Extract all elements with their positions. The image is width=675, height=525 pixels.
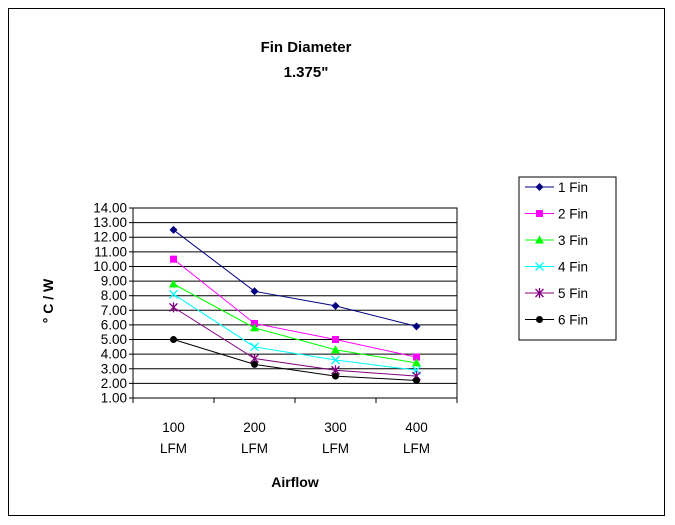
data-point (169, 289, 178, 299)
y-tick-label: 10.00 (93, 259, 127, 274)
line-chart: Fin Diameter 1.375" 14.0013.0012.0011.00… (40, 39, 617, 490)
x-tick-label: 100 (162, 420, 185, 435)
series-5 (169, 302, 421, 382)
data-point (413, 376, 420, 384)
legend-marker (535, 288, 544, 298)
chart-title-line-2: 1.375" (284, 64, 329, 81)
legend-marker (536, 316, 543, 323)
data-point (170, 255, 177, 263)
chart-title-line-1: Fin Diameter (261, 39, 352, 56)
data-point (412, 358, 421, 367)
legend-marker (535, 262, 544, 271)
y-axis-title: ° C / W (40, 278, 56, 323)
data-point (331, 301, 340, 310)
x-axis-ticks: 100 LFM 200 LFM 300 LFM 400 LFM (132, 398, 458, 456)
y-tick-label: 2.00 (101, 376, 127, 391)
data-point (331, 355, 340, 365)
series-line (173, 339, 417, 381)
y-tick-label: 4.00 (101, 347, 127, 362)
y-tick-label: 12.00 (93, 230, 127, 245)
legend-item: 6 Fin (525, 313, 588, 328)
data-point (413, 353, 420, 361)
y-tick-label: 11.00 (94, 244, 127, 259)
data-point (169, 225, 178, 234)
x-tick-label: LFM (241, 441, 268, 456)
series-2 (170, 255, 420, 361)
y-tick-label: 3.00 (101, 361, 127, 376)
series-3 (169, 279, 421, 367)
data-point (332, 372, 339, 380)
y-tick-label: 5.00 (101, 332, 127, 347)
series-line (173, 258, 417, 358)
x-tick-label: LFM (322, 441, 349, 456)
y-tick-label: 8.00 (101, 288, 127, 303)
legend-item: 1 Fin (525, 180, 588, 195)
y-tick-label: 6.00 (101, 317, 127, 332)
legend-marker (535, 235, 544, 244)
legend-item: 2 Fin (525, 207, 588, 222)
legend-entries: 1 Fin 2 Fin 3 Fin 4 Fin 5 Fin 6 Fin (525, 180, 588, 328)
data-point (331, 345, 340, 354)
legend-item: 3 Fin (525, 233, 588, 248)
y-tick-label: 9.00 (101, 274, 127, 289)
x-tick-label: 400 (405, 420, 428, 435)
y-axis-ticks: 14.0013.0012.0011.0010.009.008.007.006.0… (93, 201, 133, 406)
series-6 (170, 336, 420, 384)
y-tick-label: 13.00 (93, 215, 127, 230)
data-point (250, 287, 259, 296)
data-point (169, 279, 178, 288)
legend-label: 1 Fin (558, 180, 588, 195)
data-point (169, 302, 178, 313)
legend-label: 6 Fin (558, 313, 588, 328)
data-point (251, 360, 258, 368)
series-lines (169, 225, 421, 384)
x-tick-label: LFM (403, 441, 430, 456)
series-line (173, 283, 417, 364)
legend-label: 5 Fin (558, 286, 588, 301)
x-tick-label: LFM (160, 441, 187, 456)
y-tick-label: 14.00 (93, 201, 127, 216)
series-line (173, 306, 417, 377)
legend-marker (536, 210, 543, 217)
y-tick-label: 7.00 (101, 303, 127, 318)
legend: 1 Fin 2 Fin 3 Fin 4 Fin 5 Fin 6 Fin (518, 176, 617, 341)
data-point (250, 323, 259, 332)
data-point (332, 336, 339, 344)
data-point (170, 336, 177, 344)
series-line (173, 229, 417, 327)
y-tick-label: 1.00 (101, 391, 127, 406)
x-tick-label: 300 (324, 420, 347, 435)
x-tick-label: 200 (243, 420, 266, 435)
legend-marker (535, 183, 544, 191)
legend-label: 4 Fin (558, 260, 588, 275)
legend-box (518, 176, 617, 341)
chart-area: Fin Diameter 1.375" 14.00 13.00 12.00 11.00… (8, 8, 665, 516)
legend-label: 2 Fin (558, 207, 588, 222)
legend-label: 3 Fin (558, 233, 588, 248)
series-line (173, 293, 417, 371)
legend-item: 5 Fin (525, 286, 588, 301)
legend-item: 4 Fin (525, 260, 588, 275)
x-axis-title: Airflow (271, 474, 319, 490)
data-point (412, 322, 421, 331)
data-point (250, 342, 259, 352)
series-4 (169, 289, 421, 375)
series-1 (169, 225, 421, 331)
